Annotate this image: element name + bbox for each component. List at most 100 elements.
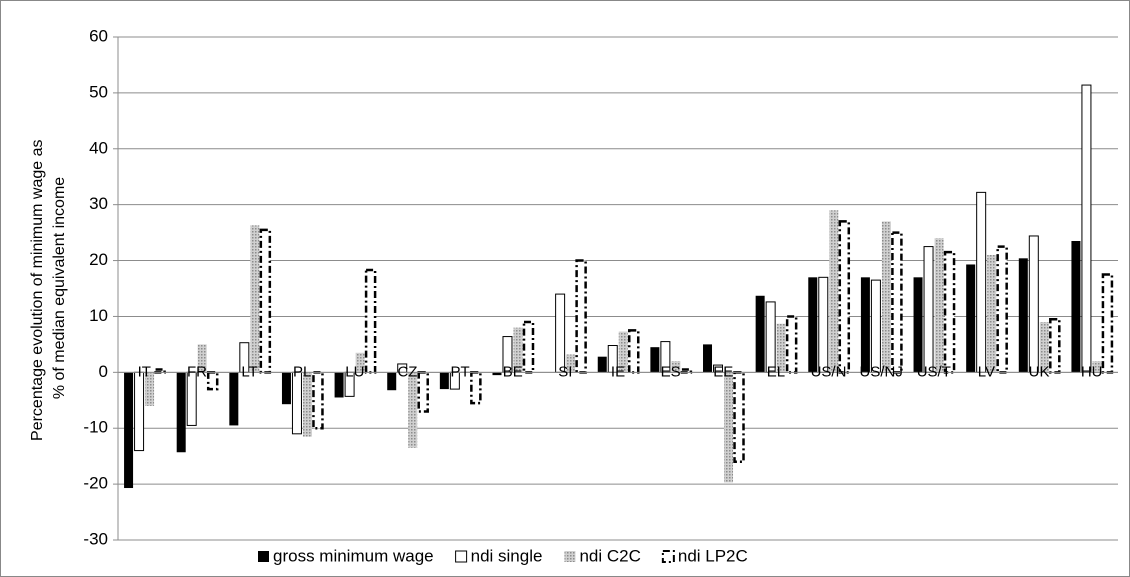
bar	[913, 277, 923, 373]
bar	[808, 277, 818, 373]
bar	[124, 372, 134, 489]
x-tick-label: CZ	[397, 363, 417, 380]
y-tick-label: 10	[89, 306, 108, 325]
y-tick-label: -30	[83, 529, 108, 548]
bar	[976, 191, 987, 373]
bar	[650, 347, 660, 373]
legend-label: ndi single	[471, 546, 543, 565]
legend-swatch	[455, 550, 468, 563]
bar	[1081, 84, 1092, 373]
bar	[197, 344, 207, 373]
y-tick-label: 40	[89, 138, 108, 157]
bar	[618, 331, 628, 373]
bar	[870, 279, 881, 373]
x-tick-label: EL	[767, 363, 785, 380]
bar	[987, 254, 997, 373]
bar	[628, 329, 640, 374]
bar	[1018, 258, 1028, 373]
bar	[724, 372, 734, 483]
bar	[785, 315, 798, 374]
x-tick-label: SI	[558, 363, 572, 380]
x-tick-label: BE	[503, 363, 523, 380]
bar	[334, 372, 344, 398]
x-tick-label: LT	[241, 363, 257, 380]
y-tick-label: 20	[89, 250, 108, 269]
bar	[355, 352, 365, 373]
legend-swatch	[661, 550, 675, 563]
x-tick-label: LU	[345, 363, 364, 380]
bar	[838, 220, 851, 374]
bar	[733, 371, 745, 464]
x-tick-label: EE	[713, 363, 733, 380]
bar	[566, 354, 576, 373]
x-tick-label: UK	[1029, 363, 1050, 380]
bar	[1071, 240, 1081, 373]
bar	[229, 372, 239, 426]
bar	[555, 293, 566, 373]
x-tick-label: LV	[978, 363, 995, 380]
bar	[671, 361, 681, 373]
bar	[943, 250, 956, 374]
bar	[387, 372, 397, 391]
bar	[1049, 317, 1061, 374]
bar	[765, 301, 776, 373]
bar	[206, 371, 219, 391]
bar	[470, 371, 482, 405]
bar	[408, 372, 418, 448]
x-tick-label: IE	[611, 363, 625, 380]
x-tick-label: HU	[1081, 363, 1103, 380]
y-tick-label: -10	[83, 418, 108, 437]
bar	[996, 245, 1008, 374]
bar	[934, 238, 944, 373]
y-tick-label: -20	[83, 474, 108, 493]
x-tick-label: PT	[451, 363, 470, 380]
bar	[291, 371, 302, 435]
bar	[597, 356, 607, 373]
bar	[966, 264, 976, 373]
x-tick-label: IT	[138, 363, 151, 380]
y-tick-label: 30	[89, 194, 108, 213]
bar	[923, 246, 934, 373]
bar	[522, 320, 535, 374]
bar	[860, 277, 870, 373]
x-tick-label: PL	[293, 363, 311, 380]
legend-label: ndi LP2C	[678, 546, 748, 565]
legend-label: ndi C2C	[579, 546, 640, 565]
bar	[460, 371, 470, 373]
bar	[281, 372, 291, 405]
bar	[818, 276, 829, 373]
y-tick-label: 0	[99, 362, 108, 381]
bar	[1101, 273, 1114, 374]
bar	[1092, 361, 1102, 373]
x-tick-label: US/T	[917, 363, 951, 380]
bar	[513, 327, 523, 373]
y-tick-label: 50	[89, 82, 108, 101]
x-tick-label: US/NJ	[859, 363, 902, 380]
bar	[1039, 322, 1049, 373]
bar	[134, 371, 145, 452]
y-axis-label: Percentage evolution of minimum wage as …	[29, 135, 68, 441]
bar	[776, 323, 786, 373]
bar	[145, 372, 155, 406]
bar	[881, 221, 891, 373]
bar	[250, 225, 260, 373]
x-tick-label: US/N	[811, 363, 847, 380]
legend-swatch	[258, 551, 269, 562]
legend-label: gross minimum wage	[273, 546, 434, 565]
bar	[755, 295, 765, 373]
bar	[1028, 235, 1039, 373]
x-tick-label: FR	[187, 363, 207, 380]
x-tick-label: ES	[661, 363, 681, 380]
bar	[312, 371, 324, 430]
y-tick-label: 60	[89, 26, 108, 45]
bar	[302, 372, 312, 437]
bar	[492, 372, 502, 376]
bar	[439, 372, 449, 390]
legend-swatch	[564, 551, 576, 562]
bar	[417, 371, 429, 413]
y-axis-label-line: % of median equivalent income	[51, 177, 68, 399]
bar	[364, 268, 377, 374]
bar	[829, 210, 839, 373]
